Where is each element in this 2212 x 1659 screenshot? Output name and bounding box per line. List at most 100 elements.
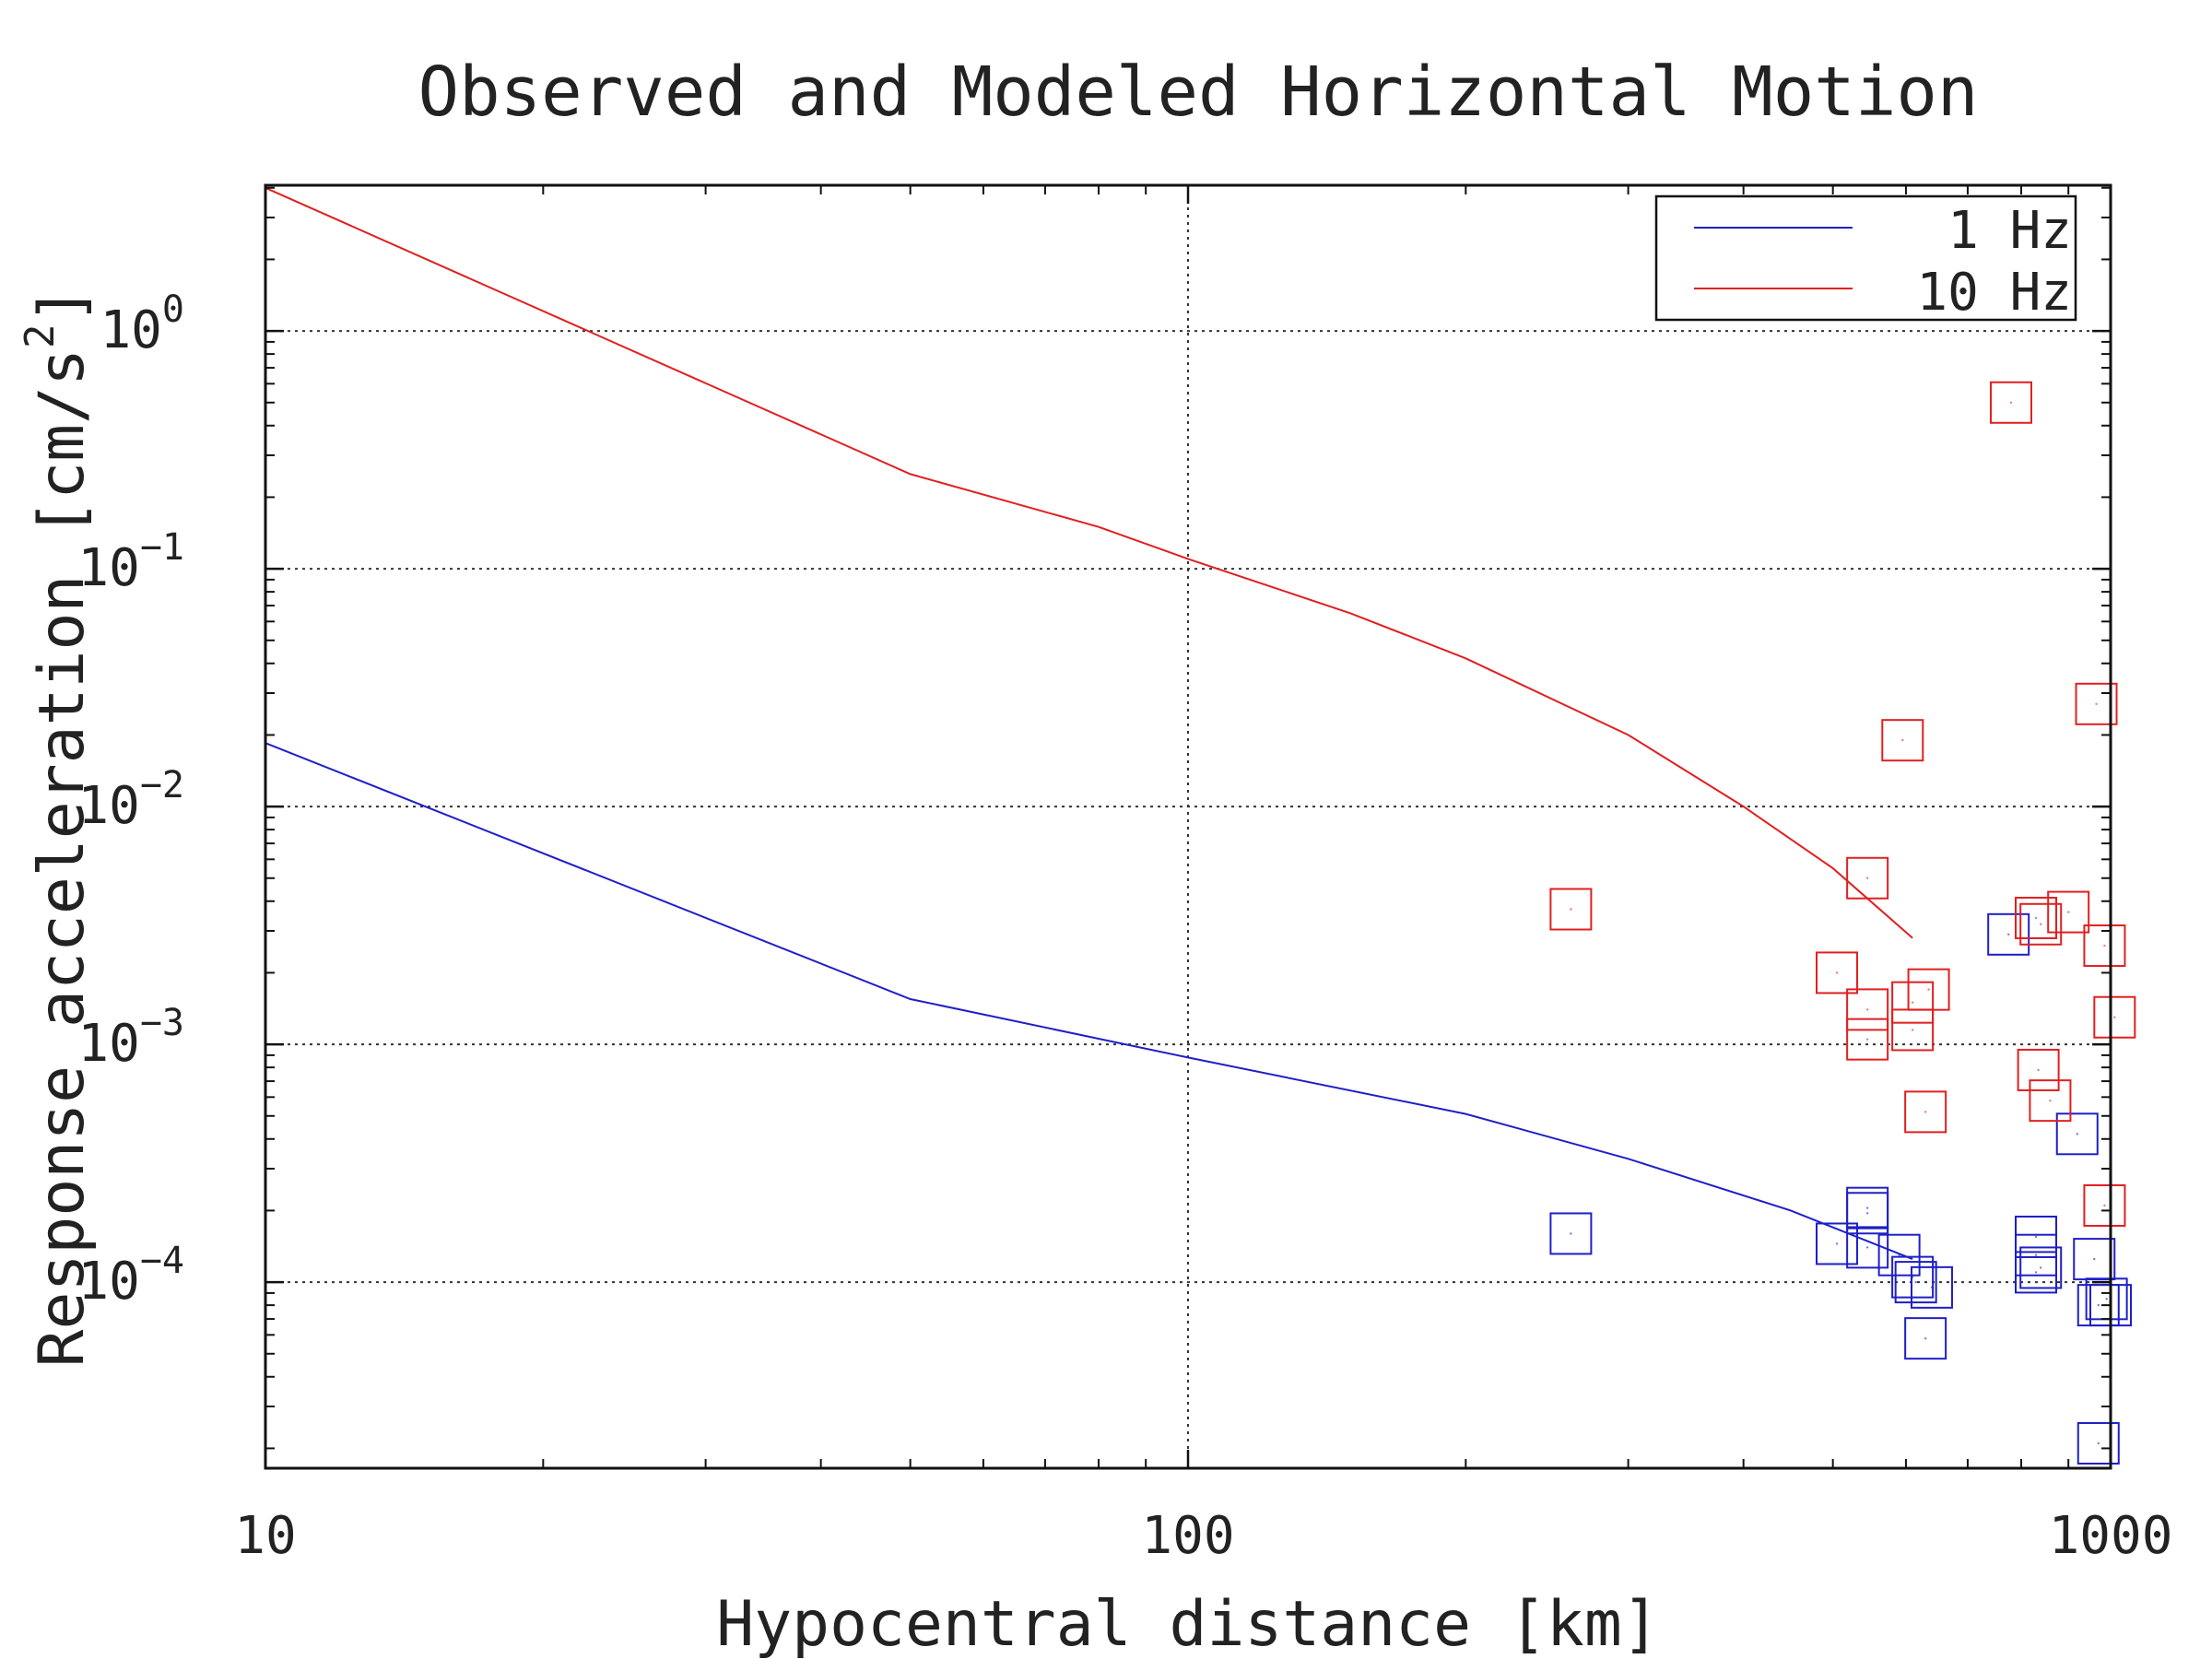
axis-ticks xyxy=(264,185,2112,1468)
model-line-1hz xyxy=(265,742,1913,1261)
x-tick-label: 1000 xyxy=(2049,1506,2173,1566)
y-tick-exponent: −1 xyxy=(140,526,184,569)
observed-dot-1hz xyxy=(1865,1206,1869,1209)
y-tick-label: 10−4 xyxy=(77,1240,184,1312)
observed-dot-10hz xyxy=(1924,1111,1927,1113)
y-tick-exponent: −2 xyxy=(140,764,184,806)
observed-marker-1hz xyxy=(1877,1233,1921,1277)
observed-dot-1hz xyxy=(1924,1336,1927,1340)
observed-marker-1hz xyxy=(1815,1222,1858,1265)
x-axis-label: Hypocentral distance [km] xyxy=(716,1588,1660,1659)
observed-marker-1hz xyxy=(1549,1212,1593,1255)
observed-dot-1hz xyxy=(2034,1253,2038,1256)
observed-dot-1hz xyxy=(2097,1441,2100,1445)
observed-dot-10hz xyxy=(2049,1099,2052,1102)
observed-marker-10hz xyxy=(1846,1018,1889,1061)
observed-dot-10hz xyxy=(1865,1008,1869,1011)
observed-marker-10hz xyxy=(2083,1183,2126,1227)
legend-box xyxy=(1654,194,2077,322)
observed-dot-1hz xyxy=(2040,1266,2042,1269)
y-tick-base: 10 xyxy=(77,1014,139,1074)
observed-dot-10hz xyxy=(1911,1029,1914,1031)
observed-marker-10hz xyxy=(1846,988,1889,1031)
observed-dot-10hz xyxy=(1927,988,1930,991)
observed-marker-1hz xyxy=(2055,1112,2099,1156)
y-tick-exponent: −3 xyxy=(140,1002,184,1044)
legend: 1 Hz 10 Hz xyxy=(1654,194,2077,323)
observed-dot-1hz xyxy=(2097,1303,2100,1307)
x-tick-label: 100 xyxy=(1141,1506,1234,1566)
y-tick-label: 10−1 xyxy=(77,526,184,598)
series-lines xyxy=(265,186,1913,1261)
observed-marker-10hz xyxy=(1846,856,1889,900)
y-tick-base: 10 xyxy=(100,300,161,360)
y-axis-label: Response acceleration [cm/s2] xyxy=(17,287,99,1368)
observed-marker-10hz xyxy=(1989,381,2032,424)
observed-marker-10hz xyxy=(1907,968,1950,1011)
observed-marker-10hz xyxy=(2075,682,2118,725)
observed-dot-1hz xyxy=(2076,1133,2078,1135)
observed-marker-10hz xyxy=(2083,924,2126,968)
observed-dot-10hz xyxy=(2040,923,2042,925)
x-tick-labels: 10 100 1000 xyxy=(234,1506,2172,1566)
observed-marker-1hz xyxy=(1904,1317,1947,1360)
grid xyxy=(265,185,2111,1468)
observed-dot-10hz xyxy=(1911,1001,1914,1004)
observed-dot-1hz xyxy=(1865,1212,1869,1215)
observed-dot-1hz xyxy=(2006,933,2010,936)
observed-dot-10hz xyxy=(1835,971,1839,974)
observed-marker-10hz xyxy=(1815,951,1858,994)
observed-marker-10hz xyxy=(1881,719,1924,762)
observed-marker-1hz xyxy=(2014,1251,2057,1294)
observed-marker-10hz xyxy=(2093,995,2136,1039)
observed-marker-10hz xyxy=(2047,890,2090,934)
observed-dot-10hz xyxy=(1570,908,1572,911)
observed-marker-10hz xyxy=(2017,1048,2060,1091)
y-tick-label: 100 xyxy=(100,288,184,360)
y-axis-label-main: Response acceleration [cm/s xyxy=(26,348,99,1367)
observed-dot-10hz xyxy=(2095,702,2098,706)
model-line-10hz xyxy=(265,186,1913,939)
y-tick-exponent: 0 xyxy=(162,288,184,331)
observed-dot-10hz xyxy=(2037,1068,2040,1072)
observed-dot-10hz xyxy=(1865,877,1869,879)
observed-dot-10hz xyxy=(2103,944,2106,947)
observed-marker-10hz xyxy=(1549,888,1593,931)
observed-dot-10hz xyxy=(2113,1016,2116,1018)
legend-label-1hz: 1 Hz xyxy=(1947,201,2072,261)
observed-marker-1hz xyxy=(1846,1192,1889,1235)
observed-marker-10hz xyxy=(2014,896,2057,939)
observed-dot-10hz xyxy=(2103,1204,2106,1207)
observed-dot-1hz xyxy=(2034,1235,2038,1239)
observed-marker-1hz xyxy=(1910,1265,1953,1309)
data-markers xyxy=(1549,381,2136,1465)
observed-marker-1hz xyxy=(2019,1246,2063,1289)
observed-dot-10hz xyxy=(2034,916,2038,920)
observed-marker-10hz xyxy=(2019,902,2063,946)
observed-dot-1hz xyxy=(1835,1242,1839,1245)
observed-marker-1hz xyxy=(2077,1421,2120,1465)
y-tick-base: 10 xyxy=(77,1252,139,1312)
y-tick-exponent: −4 xyxy=(140,1240,184,1282)
observed-marker-1hz xyxy=(1846,1226,1889,1269)
observed-dot-1hz xyxy=(2093,1257,2096,1261)
observed-dot-1hz xyxy=(1865,1246,1869,1249)
observed-marker-10hz xyxy=(1891,981,1935,1024)
y-tick-base: 10 xyxy=(77,776,139,836)
observed-marker-10hz xyxy=(1904,1090,1947,1134)
y-tick-label: 10−2 xyxy=(77,764,184,836)
legend-label-10hz: 10 Hz xyxy=(1916,263,2072,323)
observed-dot-1hz xyxy=(2034,1271,2038,1274)
observed-dot-1hz xyxy=(1570,1232,1572,1235)
observed-dot-10hz xyxy=(1901,738,1904,742)
y-axis-label-sup: 2 xyxy=(17,324,64,349)
observed-dot-1hz xyxy=(2105,1298,2108,1300)
observed-dot-1hz xyxy=(1898,1253,1900,1256)
y-tick-label: 10−3 xyxy=(77,1002,184,1074)
y-axis-label-close: ] xyxy=(26,287,99,324)
observed-marker-1hz xyxy=(1894,1261,1937,1304)
observed-dot-1hz xyxy=(1930,1286,1934,1289)
observed-marker-1hz xyxy=(1987,912,2030,956)
